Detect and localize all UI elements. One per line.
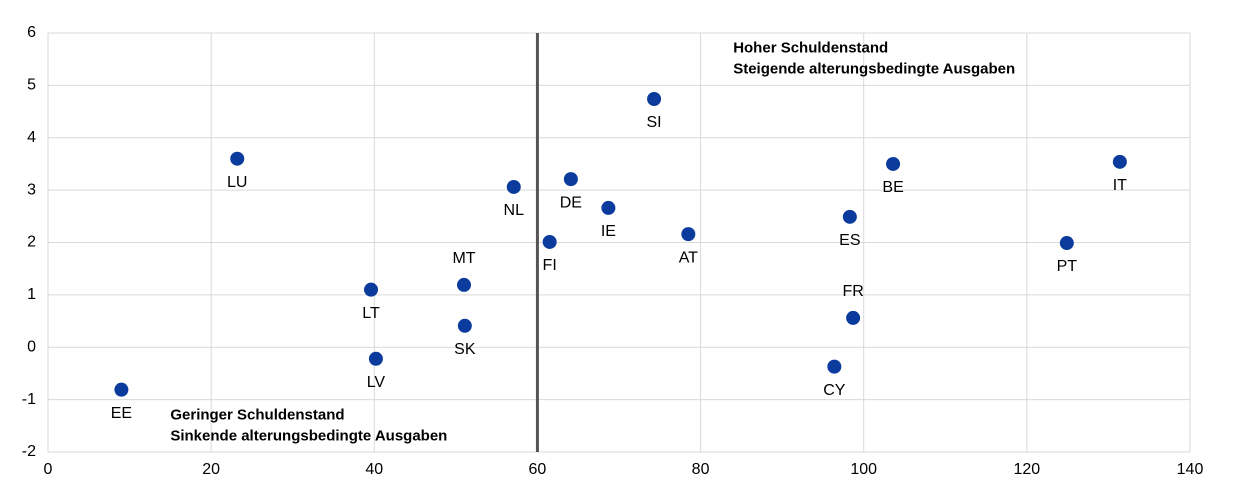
point xyxy=(114,382,129,397)
point xyxy=(364,282,379,297)
y-tick-label: 2 xyxy=(27,234,36,251)
y-tick-label: 4 xyxy=(27,129,36,146)
point xyxy=(457,277,472,292)
point-label: CY xyxy=(823,382,846,399)
point-label: LT xyxy=(362,305,380,322)
x-tick-label: 40 xyxy=(365,461,383,478)
y-tick-label: 1 xyxy=(27,286,36,303)
point xyxy=(601,200,616,215)
point-label: IE xyxy=(601,223,616,240)
x-tick-label: 120 xyxy=(1014,461,1041,478)
x-tick-label: 60 xyxy=(529,461,547,478)
y-tick-label: 6 xyxy=(27,24,36,41)
annotation: Hoher Schuldenstand xyxy=(733,40,888,57)
point xyxy=(542,234,557,249)
point xyxy=(842,209,857,224)
point xyxy=(647,91,662,106)
point-label: FI xyxy=(543,257,557,274)
point xyxy=(1059,236,1074,251)
x-tick-label: 140 xyxy=(1177,461,1204,478)
point xyxy=(230,151,245,166)
y-tick-label: 5 xyxy=(27,77,36,94)
point-label: LV xyxy=(367,374,386,391)
point xyxy=(1112,154,1127,169)
point-label: SK xyxy=(454,341,476,358)
annotation: Geringer Schuldenstand xyxy=(170,406,344,423)
point-label: BE xyxy=(882,179,903,196)
point-label: AT xyxy=(679,249,698,266)
annotation: Sinkende alterungsbedingte Ausgaben xyxy=(170,427,447,444)
point-label: DE xyxy=(560,194,582,211)
point-label: SI xyxy=(647,114,662,131)
point-label: PT xyxy=(1057,258,1078,275)
y-tick-label: -1 xyxy=(22,391,36,408)
point-label: MT xyxy=(452,250,475,267)
x-tick-label: 0 xyxy=(44,461,53,478)
point xyxy=(681,227,696,242)
point-label: FR xyxy=(842,283,863,300)
point-label: ES xyxy=(839,232,860,249)
y-tick-label: -2 xyxy=(22,443,36,460)
point xyxy=(506,179,521,194)
annotation: Steigende alterungsbedingte Ausgaben xyxy=(733,61,1015,78)
x-tick-label: 20 xyxy=(202,461,220,478)
y-tick-label: 3 xyxy=(27,181,36,198)
point-label: EE xyxy=(111,405,132,422)
point xyxy=(368,351,383,366)
point-label: NL xyxy=(504,202,525,219)
point xyxy=(827,359,842,374)
point-label: IT xyxy=(1113,177,1127,194)
x-tick-label: 100 xyxy=(850,461,877,478)
point xyxy=(563,172,578,187)
point xyxy=(457,318,472,333)
point xyxy=(846,310,861,325)
y-tick-label: 0 xyxy=(27,338,36,355)
x-tick-label: 80 xyxy=(692,461,710,478)
point xyxy=(886,156,901,171)
point-label: LU xyxy=(227,174,247,191)
